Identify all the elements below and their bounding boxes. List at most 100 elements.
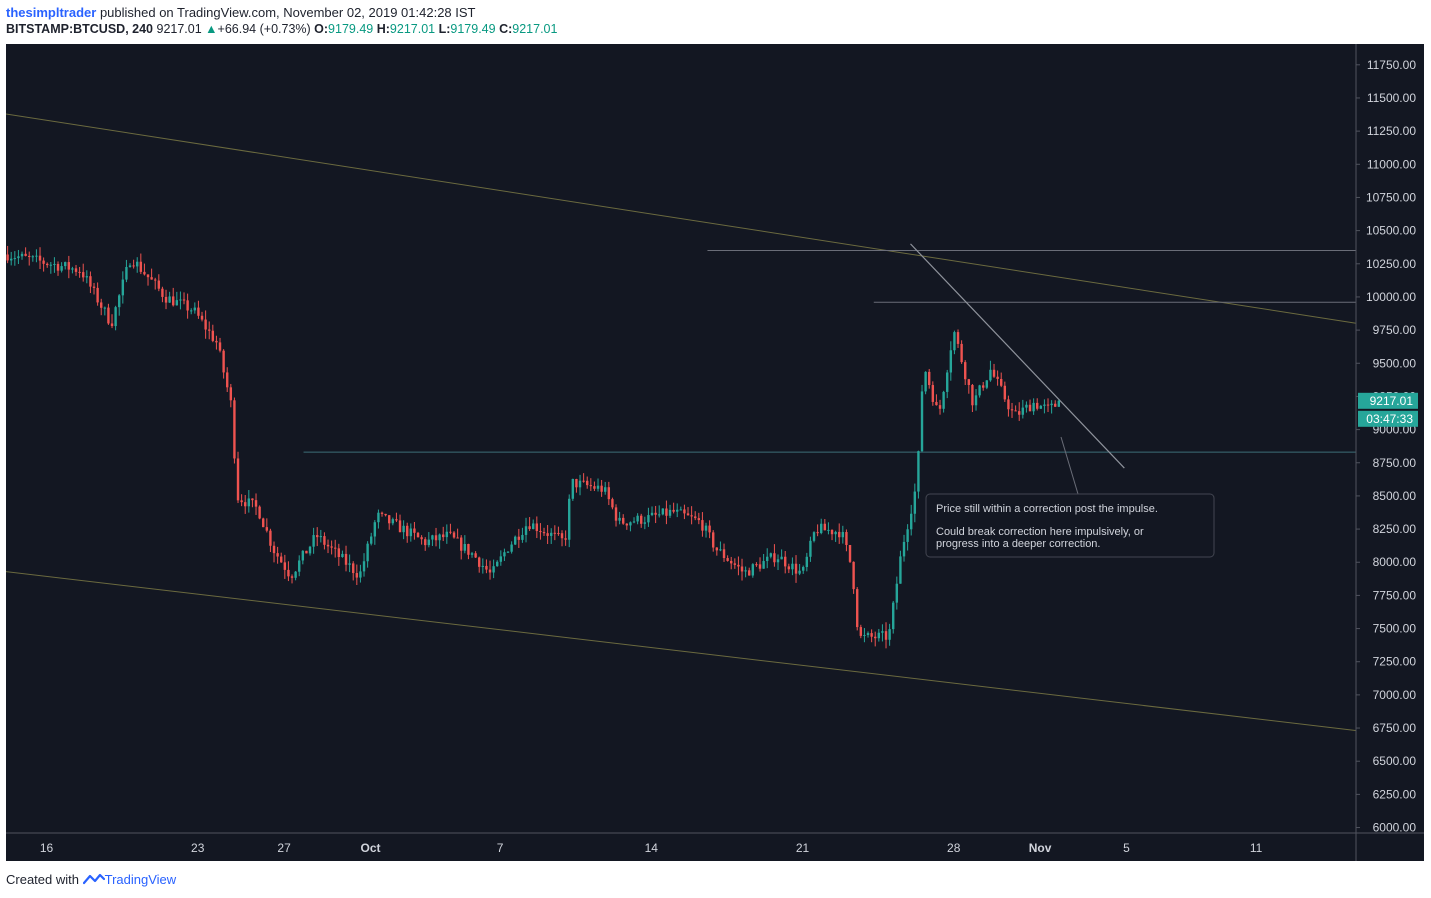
lower-channel-line[interactable] — [5, 571, 1358, 732]
candle — [938, 399, 942, 415]
candle — [892, 600, 895, 634]
candle — [391, 517, 395, 526]
callout-box[interactable] — [925, 493, 1215, 558]
candle — [226, 367, 229, 393]
candle — [884, 622, 888, 649]
candle — [118, 294, 121, 316]
candle — [841, 525, 845, 544]
candle — [881, 624, 884, 642]
price-tick-label: 11750.00 — [1367, 58, 1416, 72]
candle — [456, 528, 459, 539]
last-price-label: 9217.01 03:47:33 — [1358, 392, 1418, 427]
candle — [589, 478, 593, 491]
price-tick-label: 6250.00 — [1373, 787, 1417, 801]
candle — [316, 527, 319, 547]
chart-panel[interactable]: Price still within a correction post the… — [5, 44, 1424, 861]
candle — [247, 490, 251, 513]
candle — [143, 263, 146, 276]
candle — [776, 554, 780, 571]
time-tick-label: 23 — [191, 841, 205, 855]
price-change: +66.94 (+0.73%) — [217, 22, 311, 36]
candle — [528, 517, 531, 531]
candle — [546, 525, 549, 545]
candle — [557, 526, 560, 536]
candle — [175, 291, 179, 306]
candle — [1036, 398, 1039, 411]
price-tick-label: 10500.00 — [1366, 224, 1416, 238]
candle — [978, 384, 981, 398]
candle — [190, 308, 193, 315]
close-value: 9217.01 — [512, 22, 558, 36]
candle — [967, 378, 971, 394]
candle — [46, 262, 49, 268]
candle — [514, 535, 517, 546]
author-link[interactable]: thesimpltrader — [6, 5, 97, 20]
last-price-badge — [1358, 392, 1418, 409]
candle — [139, 253, 143, 275]
candle — [330, 540, 333, 555]
candle — [10, 251, 13, 266]
candle — [136, 257, 139, 273]
candle — [791, 557, 794, 576]
descending-trendline[interactable] — [910, 243, 1125, 469]
candle — [341, 550, 344, 558]
time-tick-label: 28 — [947, 841, 961, 855]
candle — [672, 502, 675, 514]
candle — [874, 631, 877, 647]
tradingview-brand-link[interactable]: TradingView — [104, 872, 177, 887]
candle — [49, 261, 53, 274]
candle — [380, 511, 384, 517]
tradingview-logo-icon[interactable] — [82, 873, 105, 885]
candle — [157, 274, 161, 292]
candle — [676, 503, 679, 518]
price-axis[interactable] — [1356, 44, 1424, 861]
candle — [971, 383, 974, 413]
candle — [946, 369, 949, 399]
candle — [258, 505, 261, 520]
candle — [359, 564, 362, 583]
candle — [622, 514, 625, 525]
price-chart[interactable]: Price still within a correction post the… — [5, 44, 1424, 861]
candle — [344, 545, 348, 572]
candle — [128, 263, 132, 268]
high-value: 9217.01 — [389, 22, 436, 36]
candle — [114, 305, 117, 331]
candle — [161, 286, 164, 303]
price-tick-label: 10250.00 — [1366, 257, 1416, 271]
candle — [211, 324, 215, 343]
candle — [492, 559, 495, 579]
candle — [899, 550, 902, 584]
candle — [240, 494, 243, 507]
candle — [834, 530, 837, 542]
symbol-info: BITSTAMP:BTCUSD, 240 9217.01 ▲+66.94 (+0… — [6, 22, 557, 36]
candle — [13, 251, 17, 266]
created-with-text: Created with — [6, 872, 79, 887]
candle — [262, 517, 265, 528]
open-label: O: — [314, 22, 329, 36]
candle — [992, 363, 996, 378]
upper-channel-line[interactable] — [5, 113, 1358, 324]
candle — [1010, 402, 1014, 418]
time-tick-label: Oct — [360, 841, 380, 855]
candle — [323, 532, 326, 550]
candle — [989, 360, 992, 382]
candle — [532, 519, 535, 530]
candle — [812, 531, 816, 543]
candle — [236, 451, 240, 504]
candle — [388, 515, 391, 530]
time-tick-label: 7 — [497, 841, 504, 855]
candle — [697, 512, 701, 525]
price-tick-label: 6000.00 — [1373, 821, 1417, 835]
callout-pointer — [1060, 436, 1079, 495]
candle — [974, 389, 978, 411]
candle — [859, 624, 863, 639]
candle — [85, 270, 89, 284]
candle — [470, 551, 474, 558]
candle — [222, 349, 225, 379]
close-label: C: — [499, 22, 513, 36]
candle — [56, 261, 60, 276]
candle — [902, 534, 906, 562]
candle — [168, 291, 171, 303]
candle — [686, 507, 690, 516]
price-tick-label: 6500.00 — [1373, 754, 1417, 768]
